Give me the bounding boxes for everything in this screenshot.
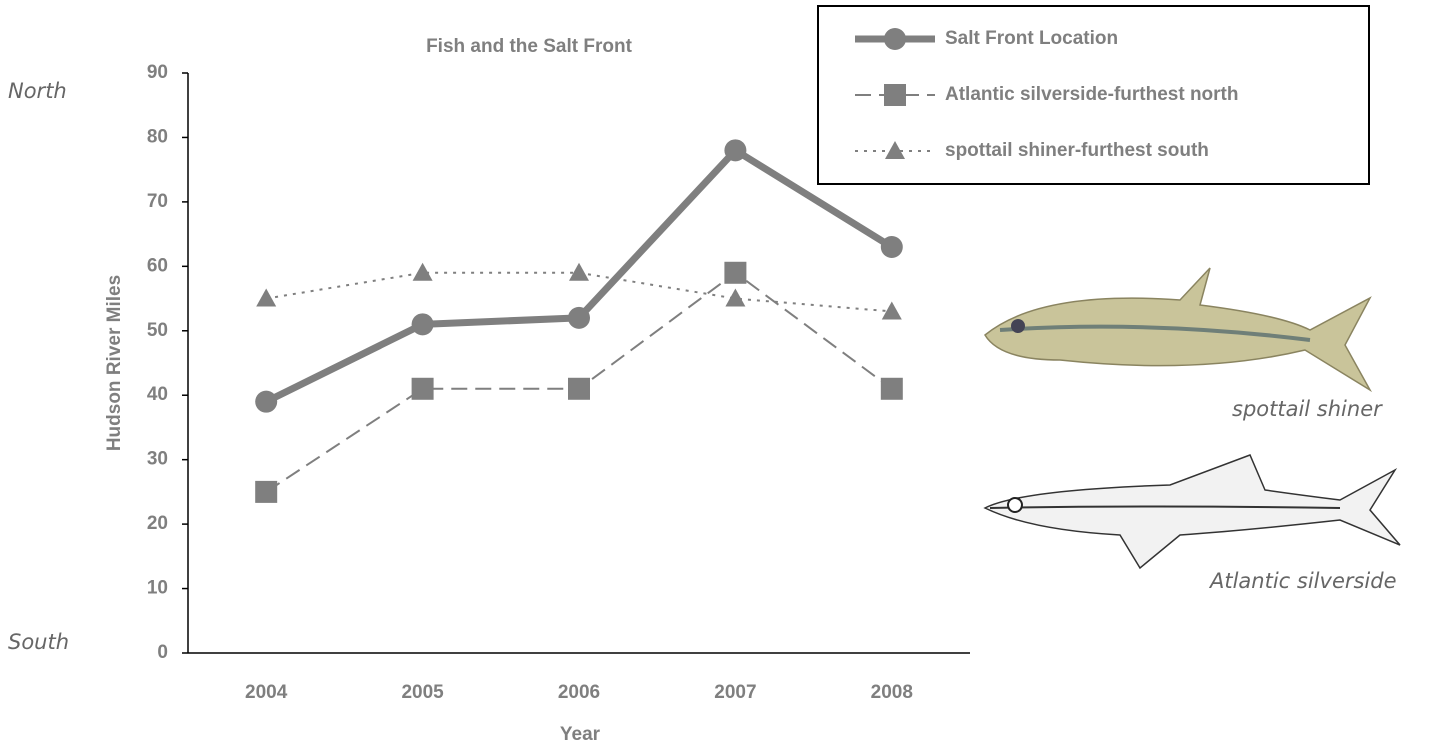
shiner-caption: spottail shiner	[1232, 397, 1383, 421]
legend-marker	[884, 84, 906, 106]
y-tick-label: 60	[147, 255, 168, 276]
legend-marker	[884, 28, 906, 50]
shiner-illustration	[984, 267, 1373, 393]
legend-label: Atlantic silverside-furthest north	[945, 84, 1239, 105]
legend-label: spottail shiner-furthest south	[945, 140, 1209, 161]
y-tick-label: 10	[147, 578, 168, 599]
y-tick-label: 50	[147, 320, 168, 341]
x-tick-label: 2005	[401, 682, 444, 703]
marker	[411, 377, 434, 400]
y-tick-label: 0	[157, 642, 168, 663]
marker	[724, 139, 747, 162]
y-tick-label: 90	[147, 62, 168, 83]
y-tick-label: 80	[147, 126, 168, 147]
y-tick-label: 40	[147, 384, 168, 405]
marker	[568, 306, 590, 329]
x-tick-label: 2006	[558, 682, 600, 703]
x-tick-label: 2004	[245, 682, 288, 703]
x-axis-title: Year	[560, 724, 601, 745]
legend-label: Salt Front Location	[945, 28, 1118, 49]
marker	[725, 288, 746, 307]
y-tick-label: 70	[147, 191, 168, 212]
marker	[569, 262, 589, 281]
y-tick-label: 30	[147, 449, 168, 470]
legend-marker	[885, 141, 905, 159]
north-label: North	[8, 79, 67, 103]
x-tick-label: 2008	[871, 682, 913, 703]
y-axis-title: Hudson River Miles	[104, 275, 125, 451]
marker	[255, 480, 278, 503]
marker	[256, 288, 277, 307]
marker	[881, 301, 902, 320]
marker	[568, 377, 590, 400]
marker	[411, 313, 434, 336]
chart-title: Fish and the Salt Front	[426, 36, 633, 57]
silverside-illustration	[983, 454, 1401, 570]
marker	[412, 262, 433, 281]
marker	[880, 236, 903, 258]
silverside-caption: Atlantic silverside	[1208, 569, 1397, 593]
south-label: South	[8, 630, 69, 654]
marker	[880, 377, 903, 400]
y-tick-label: 20	[147, 513, 168, 534]
marker	[724, 261, 747, 284]
x-tick-label: 2007	[714, 682, 756, 703]
marker	[255, 390, 278, 413]
